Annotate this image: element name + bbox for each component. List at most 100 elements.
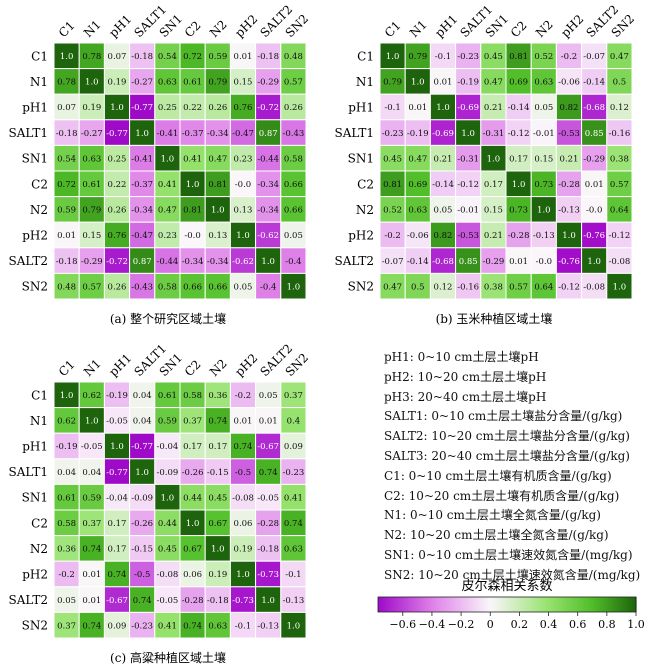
cell-value: 1.0	[587, 257, 601, 267]
colorbar-segment	[515, 597, 519, 612]
cell-value: -0.05	[106, 417, 128, 427]
row-label: SN1	[22, 491, 48, 505]
colorbar-segment	[554, 597, 558, 612]
cell-value: -0.18	[207, 596, 229, 606]
heatmap-cell	[204, 93, 231, 121]
cell-value: -0.19	[56, 442, 78, 452]
cell-value: -0.26	[182, 468, 204, 478]
colorbar-segment	[459, 597, 463, 612]
cell-value: -0.27	[131, 78, 153, 88]
colorbar-tick-label: 0.8	[598, 618, 616, 631]
cell-value: 0.48	[57, 282, 76, 292]
colorbar-segment	[565, 597, 568, 612]
panel-caption: (a) 整个研究区域土壤	[110, 311, 226, 326]
column-label: pH2	[232, 351, 260, 379]
cell-value: 0.78	[57, 78, 76, 88]
cell-value: 0.04	[133, 391, 152, 401]
cell-value: 0.81	[509, 52, 528, 62]
cell-value: 0.47	[484, 78, 503, 88]
colorbar-tick-label: 0	[487, 618, 494, 631]
cell-value: 1.0	[537, 206, 551, 216]
heatmap-cell	[530, 170, 557, 198]
colorbar-segment	[567, 597, 570, 612]
cell-value: 0.17	[509, 154, 528, 164]
heatmap-cell	[280, 144, 307, 172]
variable-legend-item: C1: 0~10 cm土层土壤有机质含量/(g/kg)	[384, 468, 612, 483]
colorbar-segment	[614, 597, 618, 612]
column-label: N1	[81, 356, 104, 379]
heatmap-cell	[204, 458, 231, 485]
heatmap-cell	[154, 407, 181, 434]
cell-value: -0.07	[583, 52, 605, 62]
cell-value: -0.1	[235, 621, 251, 631]
cell-value: 0.74	[133, 596, 152, 606]
cell-value: 0.12	[434, 282, 453, 292]
colorbar-segment	[433, 597, 437, 612]
cell-value: 1.0	[135, 129, 149, 139]
colorbar-segment	[427, 597, 431, 612]
cell-value: 0.23	[158, 231, 177, 241]
colorbar-segment	[599, 597, 603, 612]
colorbar-segment	[597, 597, 601, 612]
cell-value: 0.36	[57, 545, 76, 555]
cell-value: -0.69	[432, 129, 454, 139]
heatmap-cell	[229, 119, 257, 146]
heatmap-cell	[53, 611, 80, 639]
cell-value: 0.52	[383, 206, 402, 216]
cell-value: 0.26	[108, 282, 127, 292]
colorbar-segment	[534, 597, 538, 612]
heatmap-cell	[404, 196, 431, 223]
heatmap-cell	[229, 611, 257, 639]
cell-value: 0.64	[534, 282, 553, 292]
cell-value: -0.1	[285, 570, 301, 580]
heatmap-cell	[429, 119, 457, 146]
cell-value: 0.59	[82, 493, 101, 503]
cell-value: 1.0	[386, 52, 400, 62]
cell-value: 0.78	[82, 52, 101, 62]
colorbar-segment	[629, 597, 633, 612]
heatmap-cell	[280, 119, 307, 146]
cell-value: 0.45	[158, 545, 177, 555]
cell-value: -0.08	[583, 282, 605, 292]
cell-value: -0.34	[131, 206, 153, 216]
heatmap-cell	[555, 119, 583, 146]
colorbar-segment	[416, 597, 420, 612]
heatmap-cell	[255, 144, 282, 172]
cell-value: -0.0	[586, 206, 602, 216]
cell-value: 0.01	[234, 417, 253, 427]
colorbar-segment	[502, 597, 506, 612]
heatmap-cell	[555, 93, 583, 121]
heatmap-cell	[103, 42, 131, 70]
colorbar-segment	[573, 597, 577, 612]
cell-value: 0.57	[284, 78, 303, 88]
cell-value: 0.37	[57, 621, 76, 631]
cell-value: 0.79	[82, 206, 101, 216]
cell-value: 1.0	[261, 596, 275, 606]
colorbar-segment	[436, 597, 439, 612]
cell-value: 1.0	[287, 621, 301, 631]
heatmap-cell	[53, 483, 80, 511]
cell-value: 0.73	[509, 206, 528, 216]
heatmap-cell	[103, 483, 131, 511]
row-label: pH1	[348, 101, 374, 115]
cell-value: 0.06	[183, 570, 202, 580]
heatmap-cell	[229, 458, 257, 485]
heatmap-cell	[429, 196, 457, 223]
cell-value: -0.77	[106, 468, 128, 478]
heatmap-cell	[179, 407, 206, 434]
heatmap-cell	[455, 170, 482, 198]
cell-value: -0.29	[583, 154, 605, 164]
colorbar-segment	[481, 597, 484, 612]
heatmap-cell	[53, 272, 80, 300]
colorbar-segment	[380, 597, 383, 612]
heatmap-cell	[455, 196, 482, 223]
heatmap-cell	[179, 247, 206, 274]
row-label: N2	[356, 203, 374, 217]
cell-value: 0.74	[82, 545, 101, 555]
heatmap-cell	[129, 170, 156, 198]
heatmap-cell	[129, 144, 156, 172]
cell-value: -0.23	[131, 621, 153, 631]
cell-value: -0.23	[457, 52, 479, 62]
heatmap-cell	[505, 221, 532, 249]
colorbar-segment	[388, 597, 392, 612]
